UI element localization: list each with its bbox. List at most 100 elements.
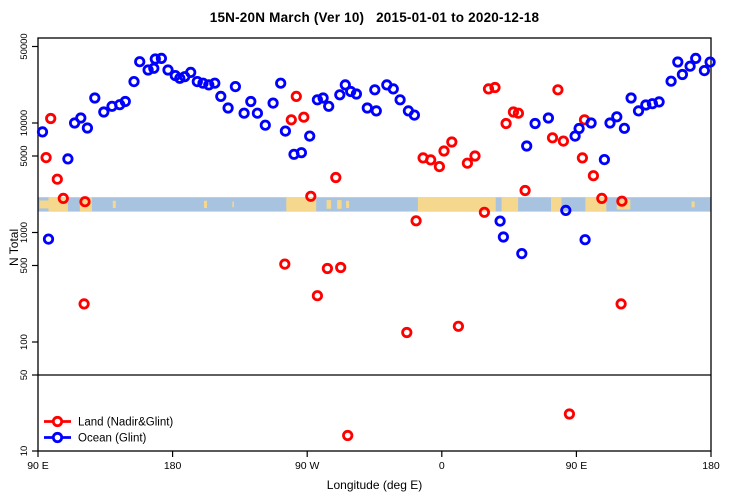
land-data-point xyxy=(342,429,354,442)
land-data-point xyxy=(546,132,559,144)
land-data-point xyxy=(401,326,413,339)
ocean-data-point xyxy=(245,95,257,108)
ocean-data-point xyxy=(684,60,696,72)
x-axis-title: Longitude (deg E) xyxy=(326,478,423,492)
ocean-data-point xyxy=(185,66,197,79)
land-data-point xyxy=(330,171,342,184)
ocean-data-point xyxy=(521,140,533,152)
ocean-data-point xyxy=(119,95,131,108)
x-tick-label: 180 xyxy=(164,460,182,472)
map-strip-land-patch xyxy=(551,197,562,212)
ocean-data-point xyxy=(394,94,406,106)
y-tick-label: 10000 xyxy=(19,110,30,136)
land-data-point xyxy=(438,145,450,157)
ocean-data-point xyxy=(653,96,665,108)
ocean-data-point xyxy=(142,64,154,76)
land-data-point xyxy=(305,190,317,202)
ocean-data-point xyxy=(704,56,716,68)
land-data-point xyxy=(596,192,608,204)
y-tick-label: 100 xyxy=(19,334,30,350)
legend-label: Ocean (Glint) xyxy=(78,433,147,445)
ocean-data-point xyxy=(408,109,420,121)
land-data-point xyxy=(279,258,291,270)
ocean-data-point xyxy=(345,85,357,98)
ocean-data-point xyxy=(36,126,49,138)
ocean-data-point xyxy=(311,94,323,106)
map-strip-land-patch xyxy=(232,201,234,208)
land-data-point xyxy=(79,196,91,208)
land-data-point xyxy=(78,298,90,310)
map-strip-land-patch xyxy=(501,197,519,212)
ocean-data-point xyxy=(134,56,146,68)
ocean-data-point xyxy=(317,92,329,104)
land-data-point xyxy=(500,117,512,130)
land-data-point xyxy=(552,84,564,96)
ocean-data-point xyxy=(295,147,307,159)
ocean-data-point xyxy=(611,111,623,123)
ocean-data-point xyxy=(516,248,528,260)
map-strip-land-patch xyxy=(112,200,116,208)
ocean-data-point xyxy=(251,107,263,119)
land-data-point xyxy=(507,106,520,118)
land-data-point xyxy=(290,90,302,103)
land-data-point xyxy=(478,206,490,218)
ocean-data-point xyxy=(690,52,702,65)
ocean-data-point xyxy=(323,100,335,112)
land-data-point xyxy=(446,136,458,148)
map-strip-land-patch xyxy=(326,200,332,209)
ocean-data-point xyxy=(42,233,55,245)
map-strip-land-patch xyxy=(417,197,496,212)
land-data-point xyxy=(615,298,627,310)
ocean-data-point xyxy=(128,76,140,88)
land-data-point xyxy=(587,170,600,182)
ocean-data-point xyxy=(542,112,555,124)
y-tick-label: 50000 xyxy=(19,33,30,59)
ocean-data-point xyxy=(304,130,316,142)
land-data-point xyxy=(469,150,481,162)
ocean-data-point xyxy=(573,122,585,135)
ocean-data-point xyxy=(191,76,203,88)
land-data-point xyxy=(51,173,63,185)
ocean-data-point xyxy=(259,119,271,131)
ocean-data-point xyxy=(215,90,227,103)
y-tick-label: 500 xyxy=(19,258,30,274)
ocean-data-point xyxy=(238,107,250,119)
ocean-data-point xyxy=(203,79,215,91)
ocean-data-point xyxy=(275,77,287,89)
land-data-point xyxy=(512,107,525,119)
ocean-data-point xyxy=(625,92,637,104)
land-data-point xyxy=(461,157,473,169)
ocean-data-point xyxy=(229,81,241,93)
ocean-data-point xyxy=(387,83,399,95)
y-tick-label: 1000 xyxy=(19,222,30,243)
map-strip-land-patch xyxy=(39,200,49,209)
ocean-data-point xyxy=(529,117,541,130)
ocean-data-point xyxy=(209,77,221,89)
ocean-data-point xyxy=(62,153,74,165)
ocean-data-point xyxy=(665,75,677,87)
land-data-point xyxy=(489,81,501,94)
ocean-data-point xyxy=(89,92,101,104)
ocean-data-point xyxy=(222,102,234,114)
land-data-point xyxy=(563,408,576,420)
land-data-point xyxy=(482,83,495,95)
ocean-data-point xyxy=(75,112,87,124)
land-data-point xyxy=(410,215,422,227)
ocean-data-point xyxy=(339,79,351,91)
land-data-point xyxy=(335,261,347,274)
land-data-point xyxy=(321,262,333,275)
ocean-data-point xyxy=(369,84,381,96)
ocean-data-point xyxy=(98,106,110,118)
ocean-data-point xyxy=(676,68,689,81)
x-tick-label: 90 E xyxy=(27,460,49,472)
land-data-point xyxy=(433,161,445,173)
legend-label: Land (Nadir&Glint) xyxy=(78,417,173,429)
land-data-point xyxy=(285,114,297,126)
ocean-data-point xyxy=(148,62,160,74)
y-tick-label: 5000 xyxy=(19,145,30,166)
y-tick-label: 50 xyxy=(19,370,30,381)
land-data-point xyxy=(57,192,69,204)
ocean-data-point xyxy=(494,215,506,227)
ocean-data-point xyxy=(350,88,362,100)
